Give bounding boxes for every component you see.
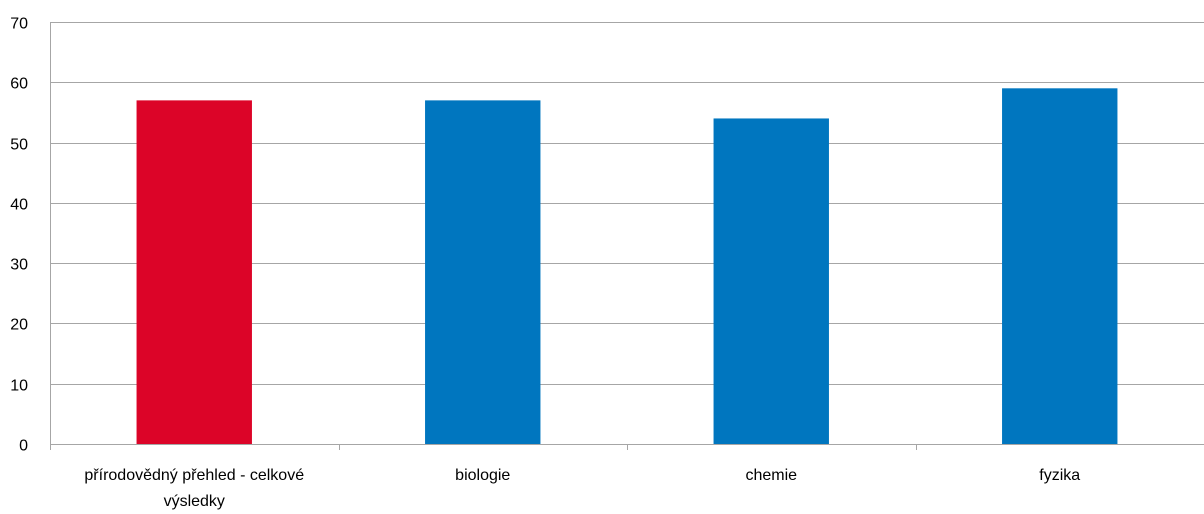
bar-2 [713, 118, 829, 444]
y-tick-label-40: 40 [10, 197, 28, 214]
x-axis-category-labels: přírodovědný přehled - celkové výsledky bi… [84, 467, 1080, 510]
x-category-label-2: chemie [745, 467, 797, 484]
bar-0 [136, 100, 252, 444]
x-category-label-1: biologie [455, 467, 510, 484]
y-axis-tick-labels: 0 10 20 30 40 50 60 70 [10, 16, 28, 455]
y-tick-label-30: 30 [10, 257, 28, 274]
y-tick-label-10: 10 [10, 378, 28, 395]
y-tick-label-50: 50 [10, 137, 28, 154]
axes [50, 22, 1204, 450]
bar-1 [425, 100, 541, 444]
y-tick-label-70: 70 [10, 16, 28, 33]
x-category-label-3: fyzika [1039, 467, 1080, 484]
bar-3 [1002, 88, 1118, 445]
y-tick-label-60: 60 [10, 76, 28, 93]
y-tick-label-0: 0 [19, 438, 28, 455]
y-tick-label-20: 20 [10, 317, 28, 334]
bars [136, 88, 1118, 445]
x-category-label-0: přírodovědný přehled - celkové výsledky [84, 467, 304, 510]
